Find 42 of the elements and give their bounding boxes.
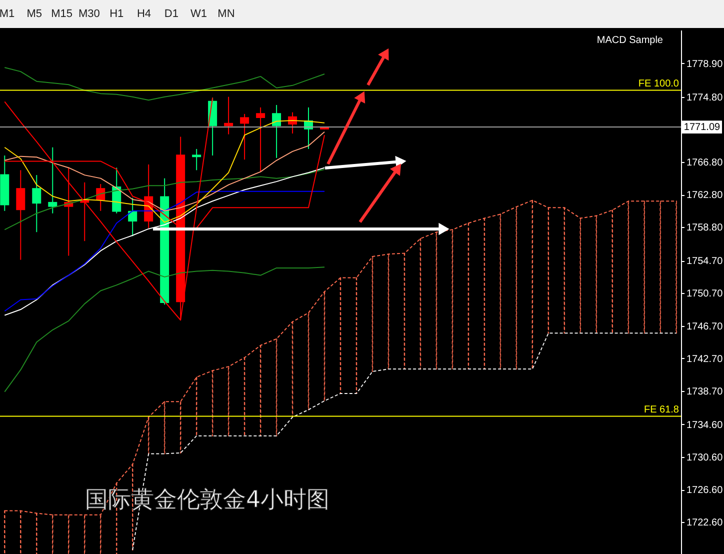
candlestick [32,174,42,233]
text: H1 [110,8,124,20]
y-tick-label: 1758.80 [686,222,724,234]
candlestick [128,197,138,237]
y-tick-label: 1774.80 [686,92,724,104]
text: MN [218,8,235,20]
y-tick-label: 1750.70 [686,288,724,300]
y-tick-label: 1766.80 [686,158,724,169]
line-series [4,66,326,101]
text: M15 [51,8,73,20]
candlestick [224,96,234,135]
ref-line-label: FE 100.0 [638,78,680,90]
y-tick-label: 1742.70 [686,354,724,365]
text: H4 [136,8,152,20]
y-tick-label: 1726.60 [686,485,724,496]
y-tick-label: 1762.80 [686,190,724,202]
text: M30 [78,8,100,20]
y-tick-label: 1754.70 [686,256,724,268]
text: D1 [164,8,178,20]
line-series [4,168,326,230]
ref-line-label: 1771.09 [684,122,721,134]
y-tick-label: 1746.70 [686,321,724,332]
candlestick [16,170,26,260]
candlestick [48,146,58,214]
y-tick-label: 1722.60 [686,518,724,529]
text: M1 [0,8,15,20]
annotation: MACD Sample [596,35,664,46]
ref-line-label: FE 61.8 [644,404,680,416]
line-series [4,266,326,392]
candlestick [240,113,250,160]
line-series [4,131,326,212]
y-tick-label: 1734.60 [686,420,724,431]
y-tick-label: 1730.60 [686,452,724,464]
line-series [4,190,326,312]
line-series [132,332,677,550]
text: M5 [26,8,42,20]
y-tick-label: 1778.90 [686,58,724,70]
y-tick-label: 1738.70 [686,386,724,398]
candlestick [192,148,202,171]
candlestick [256,106,266,172]
candlestick [272,104,282,158]
text: W1 [190,8,208,20]
